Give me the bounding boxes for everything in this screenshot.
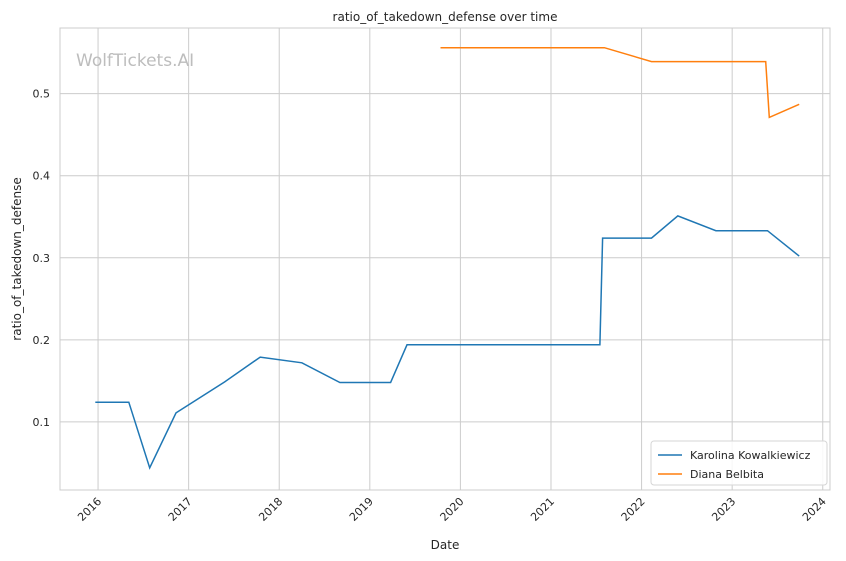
x-tick-label: 2022	[619, 495, 648, 524]
legend: Karolina Kowalkiewicz Diana Belbita	[650, 440, 828, 486]
y-tick-label: 0.3	[33, 252, 51, 265]
x-tick-label: 2020	[438, 495, 467, 524]
y-tick-label: 0.2	[33, 334, 51, 347]
x-tick-label: 2016	[75, 495, 104, 524]
x-axis: 2016 2017 2018 2019 2020 2021 2022 2023 2024	[75, 495, 829, 524]
series-line-1	[440, 46, 800, 119]
watermark: WolfTickets.AI	[76, 51, 194, 71]
x-tick-label: 2017	[166, 495, 195, 524]
grid	[60, 28, 830, 490]
legend-label: Karolina Kowalkiewicz	[690, 449, 811, 462]
x-axis-label: Date	[431, 538, 460, 552]
y-tick-label: 0.1	[33, 416, 51, 429]
x-tick-label: 2023	[709, 495, 738, 524]
plot-frame	[59, 27, 831, 491]
series-lines	[95, 46, 800, 470]
y-axis-label: ratio_of_takedown_defense	[10, 177, 24, 340]
legend-label: Diana Belbita	[690, 468, 764, 481]
x-tick-label: 2019	[347, 495, 376, 524]
y-axis: 0.1 0.2 0.3 0.4 0.5	[33, 88, 51, 429]
chart-title: ratio_of_takedown_defense over time	[333, 10, 558, 24]
x-tick-label: 2021	[528, 495, 557, 524]
x-tick-label: 2018	[256, 495, 285, 524]
x-tick-label: 2024	[800, 495, 829, 524]
y-tick-label: 0.4	[33, 170, 51, 183]
series-line-0	[95, 215, 800, 470]
y-tick-label: 0.5	[33, 88, 51, 101]
